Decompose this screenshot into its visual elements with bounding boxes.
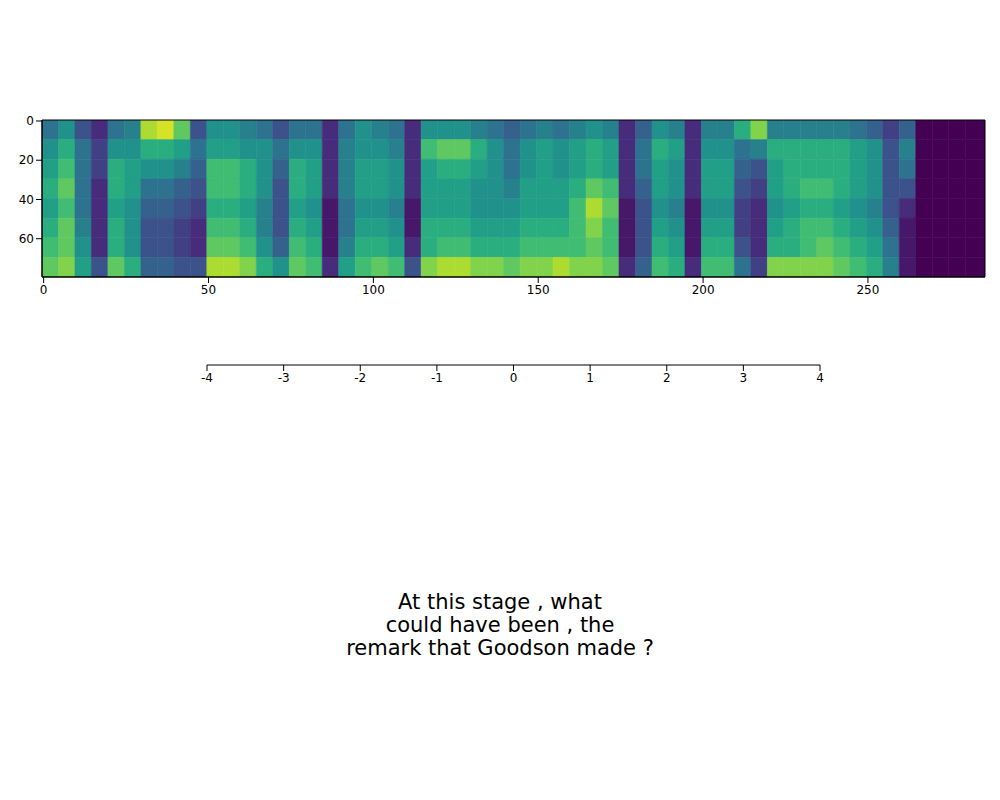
svg-text:1: 1 xyxy=(586,371,594,385)
svg-text:-4: -4 xyxy=(201,371,213,385)
svg-text:60: 60 xyxy=(19,232,34,246)
html-text:could have been , the: could have been , the xyxy=(385,613,615,637)
svg-text:0: 0 xyxy=(40,283,48,297)
html-text:At this stage , what: At this stage , what xyxy=(398,590,602,614)
svg-text:200: 200 xyxy=(692,283,715,297)
html-text:remark that Goodson made ?: remark that Goodson made ? xyxy=(346,636,654,660)
svg-text:100: 100 xyxy=(362,283,385,297)
svg-text:0: 0 xyxy=(510,371,518,385)
svg-text:250: 250 xyxy=(856,283,879,297)
svg-text:-2: -2 xyxy=(354,371,366,385)
svg-text:2: 2 xyxy=(663,371,671,385)
svg-text:40: 40 xyxy=(19,193,34,207)
svg-text:-1: -1 xyxy=(431,371,443,385)
svg-text:4: 4 xyxy=(816,371,824,385)
svg-text:0: 0 xyxy=(26,114,34,128)
svg-text:20: 20 xyxy=(19,153,34,167)
svg-text:50: 50 xyxy=(201,283,216,297)
svg-text:3: 3 xyxy=(740,371,748,385)
svg-text:150: 150 xyxy=(527,283,550,297)
svg-text:-3: -3 xyxy=(278,371,290,385)
